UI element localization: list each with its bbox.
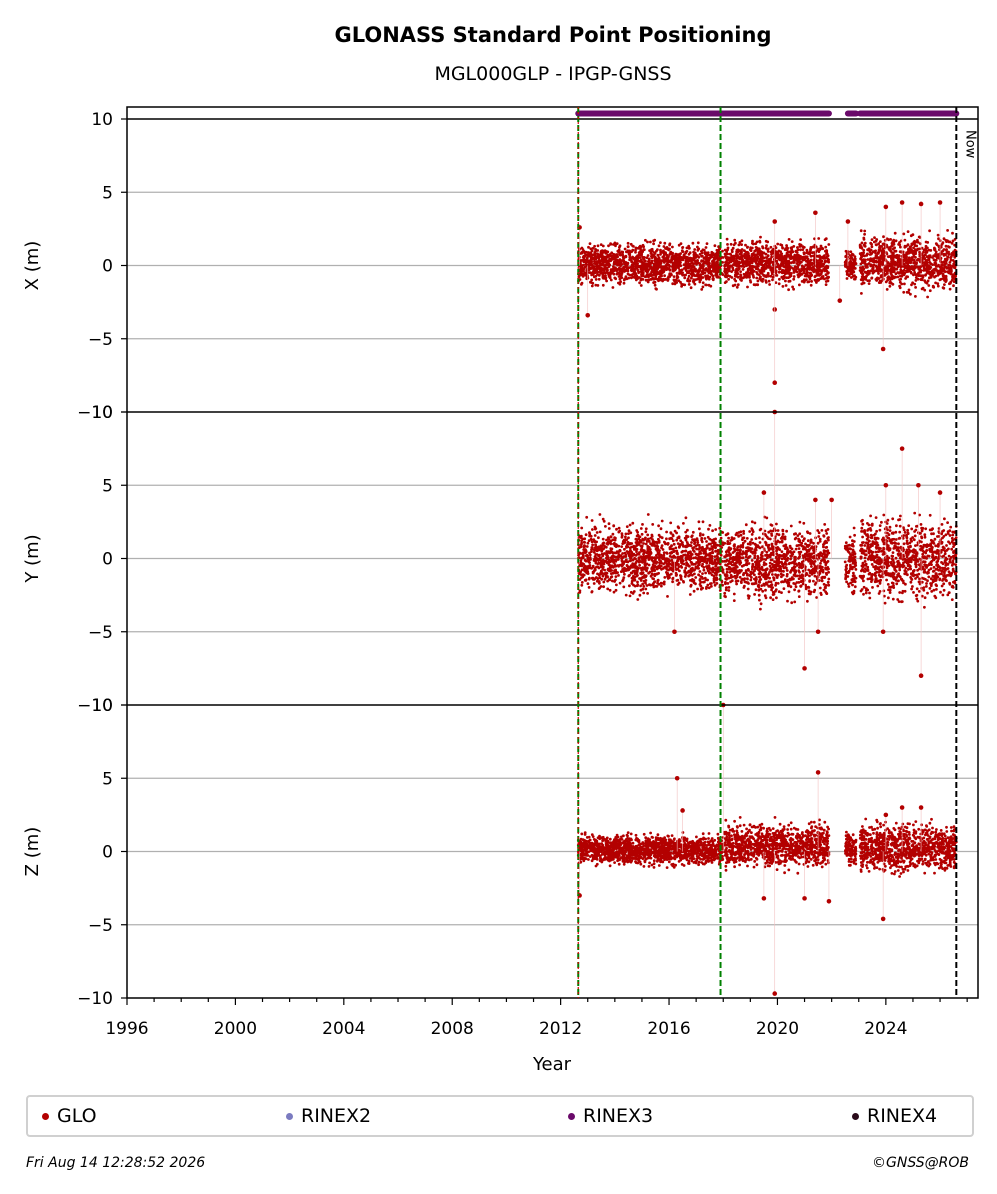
glo-points (577, 229, 958, 299)
y-axis-label: X (m) (22, 241, 43, 291)
y-tick-label: 0 (102, 843, 113, 863)
glo-outlier-point (813, 210, 818, 216)
y-tick-label: 5 (102, 476, 113, 496)
y-tick-label: 5 (102, 183, 113, 203)
legend-label-rinex3: RINEX3 (583, 1105, 654, 1127)
x-tick-label: 1996 (105, 1019, 148, 1039)
plot-frame (126, 106, 979, 999)
legend-label-rinex4: RINEX4 (867, 1105, 938, 1127)
glo-outlier-point (899, 446, 905, 451)
y-tick-label: 10 (91, 403, 113, 423)
glo-outlier-point (845, 219, 851, 224)
y-tick-label: 5 (102, 769, 113, 789)
legend-label-glo: GLO (57, 1105, 97, 1127)
x-tick-label: 2020 (756, 1019, 799, 1039)
panel-x: 10 5 0 −5 −10 X (m) (22, 110, 978, 423)
x-tick-label: 2024 (864, 1019, 907, 1039)
legend-marker-rinex4 (852, 1112, 859, 1120)
glo-outlier-point (761, 490, 767, 495)
now-label: Now (962, 130, 977, 159)
y-tick-label: −5 (88, 916, 113, 936)
glo-outlier-point (880, 916, 886, 922)
glo-outlier-point (937, 200, 943, 205)
glo-outlier-point (802, 896, 807, 901)
glo-outlier-point (772, 380, 778, 386)
legend-item-rinex3: RINEX3 (568, 1105, 653, 1127)
y-tick-label: 0 (102, 257, 113, 277)
glo-outlier-point (829, 497, 834, 503)
chart-subtitle: MGL000GLP - IPGP-GNSS (434, 63, 671, 85)
y-tick-label: −10 (77, 989, 113, 1009)
y-tick-label: −10 (77, 403, 113, 423)
glo-outlier-point (772, 219, 778, 224)
y-tick-label: 0 (102, 550, 113, 570)
glo-outlier-point (899, 805, 905, 810)
glo-points (577, 511, 958, 611)
x-tick-label: 2000 (214, 1019, 257, 1039)
x-tick-label: 2016 (647, 1019, 690, 1039)
glo-outlier-point (918, 673, 924, 678)
glo-points (576, 816, 958, 878)
chart-title: GLONASS Standard Point Positioning (335, 23, 772, 47)
y-axis-label: Z (m) (22, 827, 43, 877)
y-tick-label: −5 (88, 623, 113, 643)
x-axis: 1996 2000 2004 2008 2012 2016 2020 2024 (105, 998, 968, 1039)
glo-outlier-point (826, 899, 832, 904)
y-tick-label: 10 (91, 110, 113, 130)
y-tick-label: 10 (91, 696, 113, 716)
x-tick-label: 2004 (322, 1019, 365, 1039)
glo-outlier-point (880, 346, 886, 352)
glo-outlier-point (883, 812, 889, 818)
panel-z: 10 5 0 −5 −10 Z (m) (22, 696, 978, 1009)
x-tick-label: 2008 (431, 1019, 474, 1039)
glo-outlier-point (880, 629, 886, 635)
glo-outlier-point (837, 298, 843, 303)
glo-outlier-point (761, 896, 767, 901)
glo-outlier-point (883, 482, 889, 488)
glo-outlier-point (680, 808, 685, 813)
legend: GLO RINEX2 RINEX3 RINEX4 (26, 1095, 974, 1137)
y-axis-label: Y (m) (22, 534, 43, 583)
glo-outlier-point (916, 482, 921, 488)
glo-outlier-point (813, 497, 818, 503)
glo-outlier-point (672, 629, 677, 635)
legend-marker-rinex3 (568, 1112, 575, 1120)
legend-marker-glo (42, 1112, 49, 1120)
glo-outlier-point (883, 204, 889, 210)
legend-item-rinex4: RINEX4 (852, 1105, 937, 1127)
glo-outlier-point (585, 313, 591, 318)
legend-item-rinex2: RINEX2 (286, 1105, 371, 1127)
glo-outlier-point (918, 805, 924, 810)
y-tick-label: −10 (77, 696, 113, 716)
glo-outlier-point (772, 991, 778, 996)
glo-outlier-point (899, 200, 905, 205)
footer-timestamp: Fri Aug 14 12:28:52 2026 (26, 1155, 206, 1171)
legend-marker-rinex2 (286, 1112, 293, 1120)
plot-area: 10 5 0 −5 −10 X (m) 10 5 0 −5 −10 Y (m) 10 5 0 −5 −10 Z (… (22, 106, 979, 1039)
x-axis-label: Year (532, 1054, 572, 1075)
glo-outlier-point (937, 490, 943, 495)
x-tick-label: 2012 (539, 1019, 582, 1039)
glo-outlier-point (802, 666, 807, 671)
legend-item-glo: GLO (42, 1105, 97, 1127)
glo-outlier-point (674, 775, 680, 781)
y-tick-label: −5 (88, 330, 113, 350)
glo-outlier-point (815, 770, 821, 775)
footer-credit: ©GNSS@ROB (872, 1155, 969, 1171)
glo-outlier-point (918, 201, 924, 207)
legend-label-rinex2: RINEX2 (301, 1105, 372, 1127)
panel-y: 10 5 0 −5 −10 Y (m) (22, 403, 978, 716)
glo-outlier-point (815, 629, 821, 635)
